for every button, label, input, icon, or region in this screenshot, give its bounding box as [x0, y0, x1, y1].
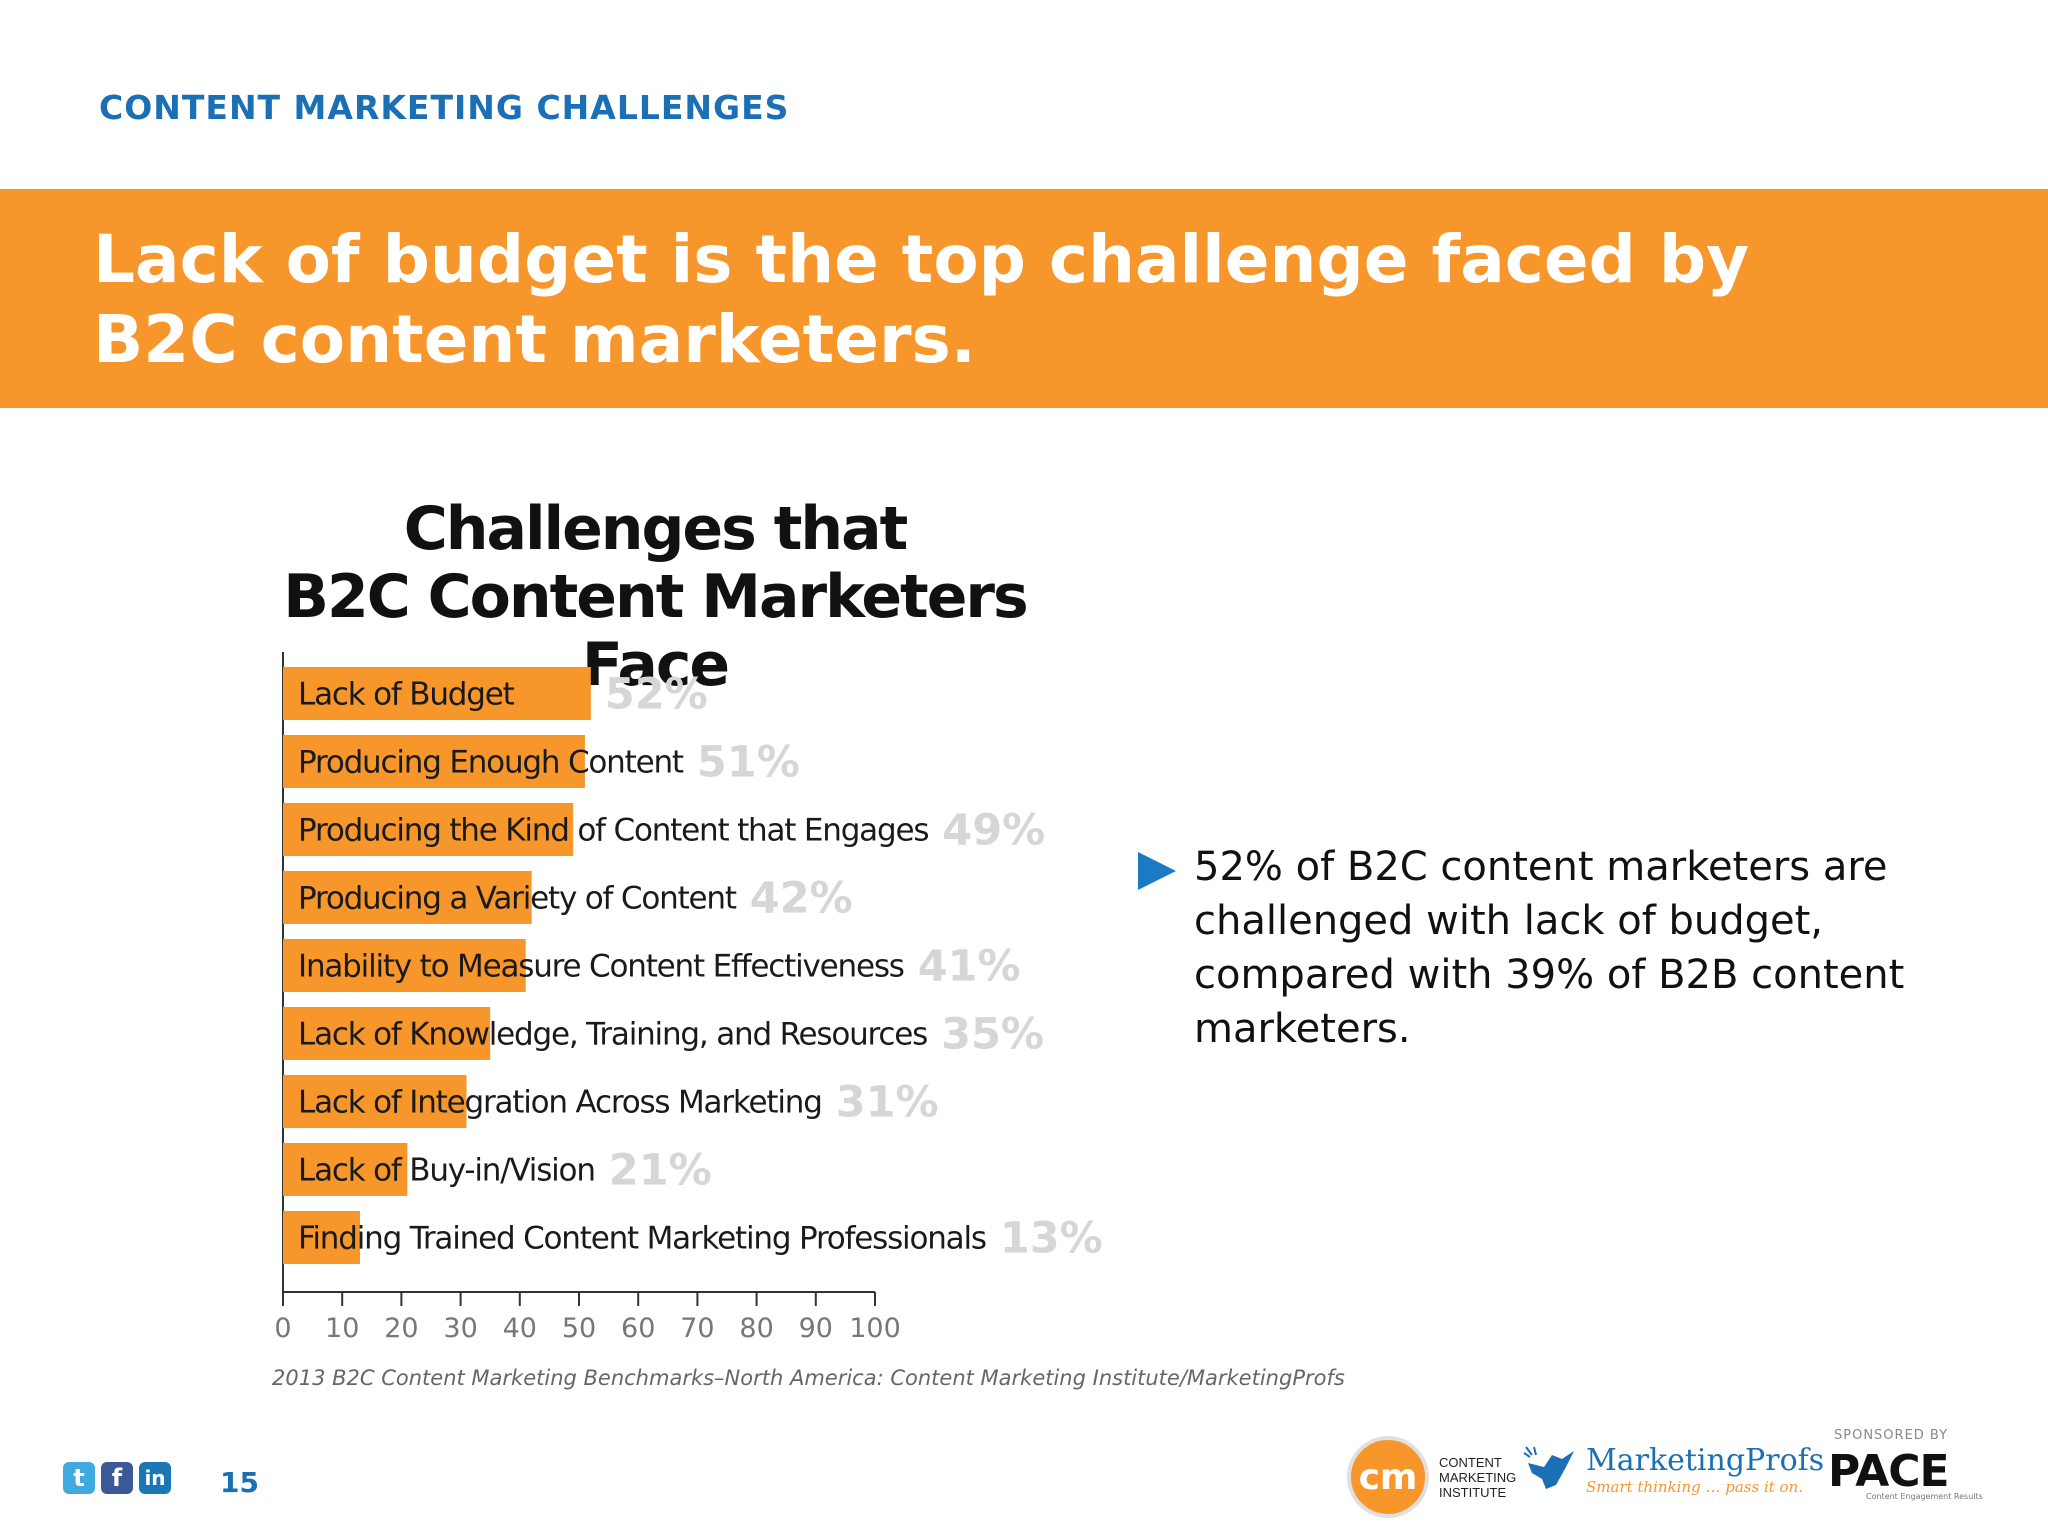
x-tick-label: 80 [739, 1313, 773, 1344]
x-tick-label: 40 [503, 1313, 537, 1344]
x-tick-label: 70 [680, 1313, 714, 1344]
bar-value-label: 42% [750, 874, 853, 924]
bar [283, 1143, 408, 1196]
bar [283, 1211, 360, 1264]
twitter-icon[interactable]: t [63, 1462, 95, 1494]
bar-value-label: 49% [942, 806, 1045, 856]
cmi-line-3: INSTITUTE [1439, 1484, 1507, 1500]
bar-category-label: Producing the Kind of Content that Engag… [298, 813, 928, 849]
play-arrow-icon [1138, 852, 1176, 890]
x-tick-label: 10 [325, 1313, 359, 1344]
chart-title-line-2: B2C Content Marketers Face [283, 562, 1028, 700]
x-tick-label: 60 [621, 1313, 655, 1344]
x-tick-label: 90 [799, 1313, 833, 1344]
bar-category-label: Producing Enough Content [298, 745, 684, 781]
page-number: 15 [220, 1466, 259, 1499]
bar-category-label: Lack of Buy-in/Vision [298, 1153, 595, 1189]
x-tick-label: 20 [384, 1313, 418, 1344]
bar-category-label: Finding Trained Content Marketing Profes… [298, 1221, 986, 1257]
bar [283, 939, 526, 992]
callout-text: 52% of B2C content marketers are challen… [1194, 844, 1905, 1052]
cmi-logo-mark: cm [1347, 1436, 1429, 1518]
chart-source: 2013 B2C Content Marketing Benchmarks–No… [272, 1366, 1345, 1390]
social-links: t f in [63, 1462, 171, 1494]
bar [283, 1007, 491, 1060]
bar [283, 735, 585, 788]
bar-value-label: 51% [697, 738, 800, 788]
facebook-icon[interactable]: f [101, 1462, 133, 1494]
x-tick-label: 100 [849, 1313, 901, 1344]
headline-banner [0, 189, 2048, 408]
bar-value-label: 21% [609, 1146, 712, 1196]
bar [283, 667, 591, 720]
bar-value-label: 13% [1000, 1214, 1103, 1264]
bar-value-label: 31% [836, 1078, 939, 1128]
sponsored-by-label: SPONSORED BY [1834, 1428, 1949, 1443]
bar [283, 803, 574, 856]
bar-value-label: 35% [941, 1010, 1044, 1060]
x-tick-label: 50 [562, 1313, 596, 1344]
linkedin-icon[interactable]: in [139, 1462, 171, 1494]
bar-value-label: 52% [605, 670, 708, 720]
pace-logo: PACE [1828, 1446, 1950, 1497]
x-tick-label: 30 [443, 1313, 477, 1344]
marketingprofs-name: MarketingProfs [1586, 1443, 1825, 1478]
cmi-logo: cm CONTENT MARKETING INSTITUTE [1347, 1436, 1516, 1518]
cmi-line-2: MARKETING [1439, 1469, 1517, 1485]
cmi-logo-text: CONTENT MARKETING INSTITUTE [1439, 1455, 1516, 1500]
x-tick-label: 0 [274, 1313, 291, 1344]
chart-title: Challenges that B2C Content Marketers Fa… [205, 495, 1105, 699]
section-label: CONTENT MARKETING CHALLENGES [99, 88, 790, 127]
bar-category-label: Lack of Budget [298, 677, 515, 713]
bar-value-label: 41% [918, 942, 1021, 992]
chart-title-line-1: Challenges that [403, 494, 909, 564]
pace-tagline: Content Engagement Results [1866, 1492, 1983, 1501]
bar [283, 1075, 467, 1128]
headline: Lack of budget is the top challenge face… [93, 220, 1893, 380]
bar-category-label: Lack of Integration Across Marketing [298, 1085, 822, 1121]
marketingprofs-logo: MarketingProfs Smart thinking … pass it … [1522, 1444, 1824, 1496]
cmi-line-1: CONTENT [1439, 1454, 1502, 1470]
bar-category-label: Lack of Knowledge, Training, and Resourc… [298, 1017, 927, 1053]
marketingprofs-tagline: Smart thinking … pass it on. [1586, 1478, 1804, 1496]
bird-icon [1523, 1446, 1574, 1489]
bar-category-label: Producing a Variety of Content [298, 881, 737, 917]
headline-line-2: B2C content marketers. [93, 301, 976, 378]
headline-line-1: Lack of budget is the top challenge face… [93, 221, 1750, 298]
bar [283, 871, 532, 924]
bar-category-label: Inability to Measure Content Effectivene… [298, 949, 904, 985]
